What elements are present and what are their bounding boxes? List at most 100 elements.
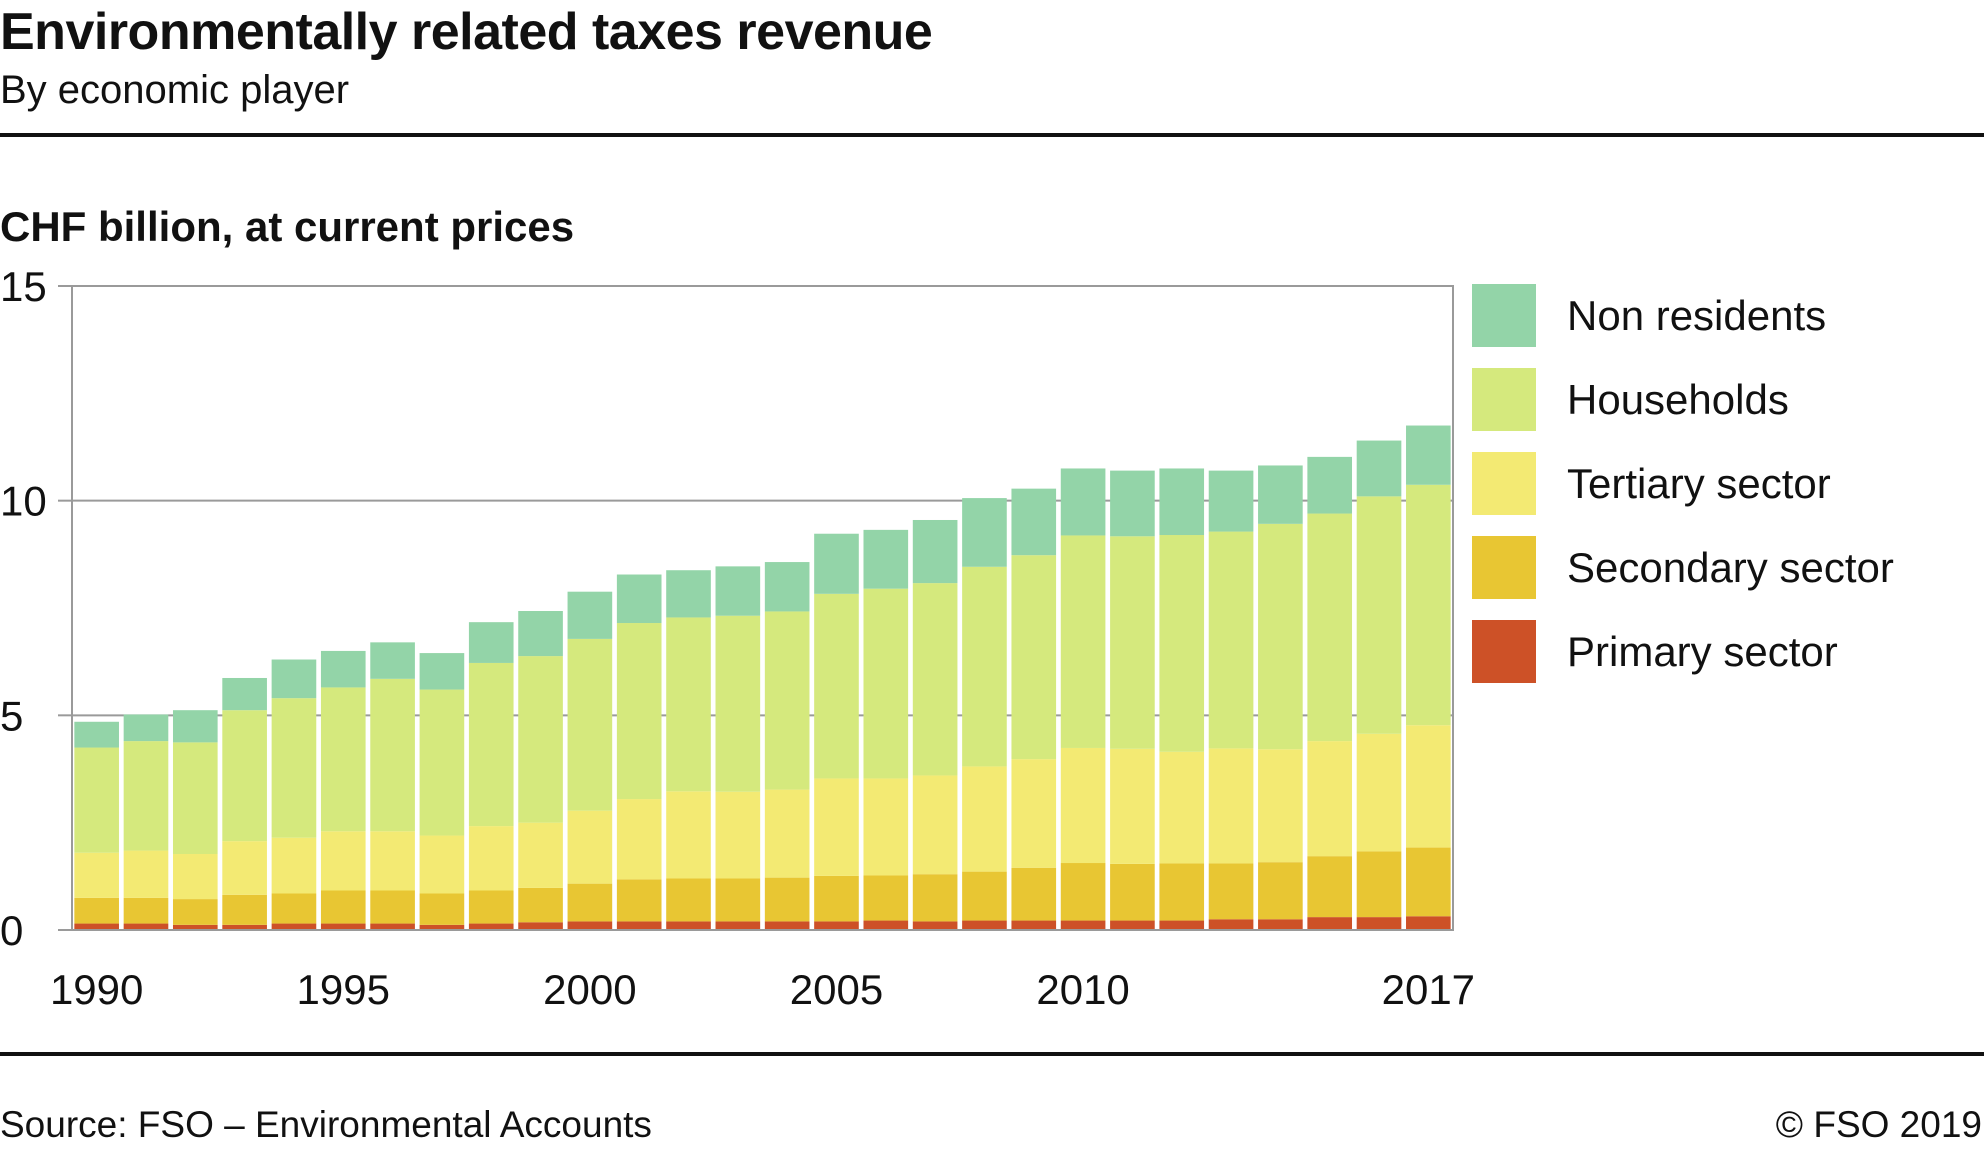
- bar-segment: [814, 875, 859, 922]
- bar-segment: [1258, 749, 1303, 863]
- bar-segment: [567, 883, 613, 922]
- legend-label: Tertiary sector: [1567, 460, 1831, 507]
- bar-segment: [715, 878, 761, 922]
- bar-segment: [271, 893, 317, 924]
- legend-swatch: [1472, 368, 1536, 431]
- bar-segment: [764, 562, 810, 612]
- bar-segment: [1406, 484, 1451, 726]
- bar-segment: [764, 611, 810, 790]
- bar-stack: [715, 566, 761, 930]
- bar-segment: [1208, 863, 1254, 920]
- bar-stack: [1060, 468, 1106, 930]
- bar-segment: [419, 653, 465, 690]
- bar-segment: [962, 566, 1007, 767]
- bar-segment: [1356, 917, 1402, 930]
- copyright-note: © FSO 2019: [1775, 1104, 1982, 1145]
- bar-stack: [320, 650, 366, 930]
- y-tick-label: 10: [0, 478, 47, 525]
- bar-stack: [863, 529, 909, 930]
- bar-segment: [863, 529, 909, 589]
- bar-segment: [1011, 867, 1057, 921]
- bar-segment: [172, 899, 218, 925]
- bar-stack: [370, 642, 415, 930]
- bar-segment: [1258, 523, 1303, 750]
- bar-segment: [1110, 536, 1155, 749]
- bar-segment: [1011, 488, 1057, 556]
- chart-subtitle: By economic player: [0, 68, 350, 112]
- bar-segment: [567, 591, 613, 639]
- bar-segment: [715, 615, 761, 792]
- bar-segment: [1307, 741, 1353, 857]
- bar-segment: [419, 924, 465, 930]
- bar-segment: [222, 677, 267, 711]
- bar-stack: [666, 570, 711, 930]
- y-tick-label: 5: [0, 692, 23, 739]
- bar-segment: [666, 878, 711, 922]
- legend-label: Households: [1567, 376, 1789, 423]
- bar-segment: [172, 924, 218, 930]
- bottom-divider: [0, 1052, 1984, 1056]
- bar-segment: [616, 799, 662, 880]
- bar-segment: [1060, 747, 1106, 864]
- bar-segment: [1208, 919, 1254, 930]
- bar-segment: [912, 519, 958, 584]
- legend-item: Households: [1472, 368, 1789, 431]
- bar-stack: [468, 622, 514, 930]
- bar-segment: [1060, 920, 1106, 930]
- bar-segment: [814, 533, 859, 594]
- y-tick-label: 15: [0, 263, 47, 310]
- bar-stack: [1208, 470, 1254, 930]
- bar-segment: [1356, 851, 1402, 918]
- bar-segment: [1110, 920, 1155, 930]
- bar-segment: [567, 921, 613, 930]
- bar-segment: [1159, 535, 1205, 752]
- bar-segment: [419, 689, 465, 836]
- bar-segment: [468, 662, 514, 827]
- x-tick-label: 1995: [297, 966, 390, 1013]
- bar-stack: [1356, 440, 1402, 930]
- bar-segment: [74, 721, 119, 748]
- bar-segment: [764, 789, 810, 878]
- bar-segment: [1307, 513, 1353, 742]
- bar-segment: [222, 924, 267, 930]
- bar-stack: [962, 498, 1007, 930]
- bar-segment: [320, 831, 366, 891]
- bar-segment: [912, 775, 958, 875]
- bar-segment: [962, 498, 1007, 567]
- x-tick-label: 2005: [790, 966, 883, 1013]
- bar-stack: [1406, 425, 1451, 930]
- bar-segment: [518, 611, 563, 657]
- bar-segment: [1406, 425, 1451, 485]
- bar-stack: [567, 591, 613, 930]
- bar-segment: [666, 617, 711, 792]
- bar-segment: [370, 831, 415, 891]
- bar-segment: [74, 852, 119, 898]
- bar-segment: [74, 747, 119, 853]
- bar-segment: [222, 894, 267, 925]
- bar-segment: [1159, 920, 1205, 930]
- bar-segment: [1258, 465, 1303, 524]
- bar-stack: [172, 710, 218, 930]
- bar-segment: [1060, 535, 1106, 748]
- bar-segment: [1011, 920, 1057, 930]
- bar-segment: [1356, 733, 1402, 852]
- bar-segment: [1208, 531, 1254, 749]
- bar-segment: [320, 650, 366, 688]
- bar-segment: [814, 593, 859, 779]
- bar-stack: [1159, 468, 1205, 930]
- bar-segment: [1110, 863, 1155, 921]
- bar-segment: [518, 887, 563, 923]
- bar-segment: [616, 921, 662, 930]
- bar-stack: [912, 519, 958, 930]
- unit-label: CHF billion, at current prices: [0, 203, 575, 250]
- bar-segment: [172, 710, 218, 743]
- bar-stack: [1307, 456, 1353, 930]
- bar-segment: [1208, 470, 1254, 532]
- bar-stack: [518, 611, 563, 930]
- bar-segment: [370, 890, 415, 924]
- bar-segment: [468, 826, 514, 891]
- source-note: Source: FSO – Environmental Accounts: [0, 1104, 652, 1145]
- bar-segment: [419, 835, 465, 894]
- bar-segment: [1110, 470, 1155, 537]
- bar-segment: [715, 921, 761, 930]
